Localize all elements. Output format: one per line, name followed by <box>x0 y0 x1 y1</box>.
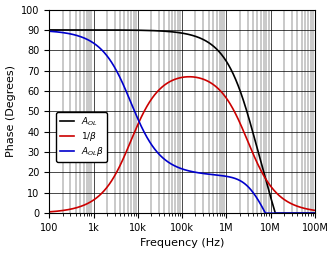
Y-axis label: Phase (Degrees): Phase (Degrees) <box>6 65 16 157</box>
X-axis label: Frequency (Hz): Frequency (Hz) <box>140 239 224 248</box>
Legend: $A_{OL}$, $1/\beta$, $A_{OL}\beta$: $A_{OL}$, $1/\beta$, $A_{OL}\beta$ <box>56 112 107 162</box>
